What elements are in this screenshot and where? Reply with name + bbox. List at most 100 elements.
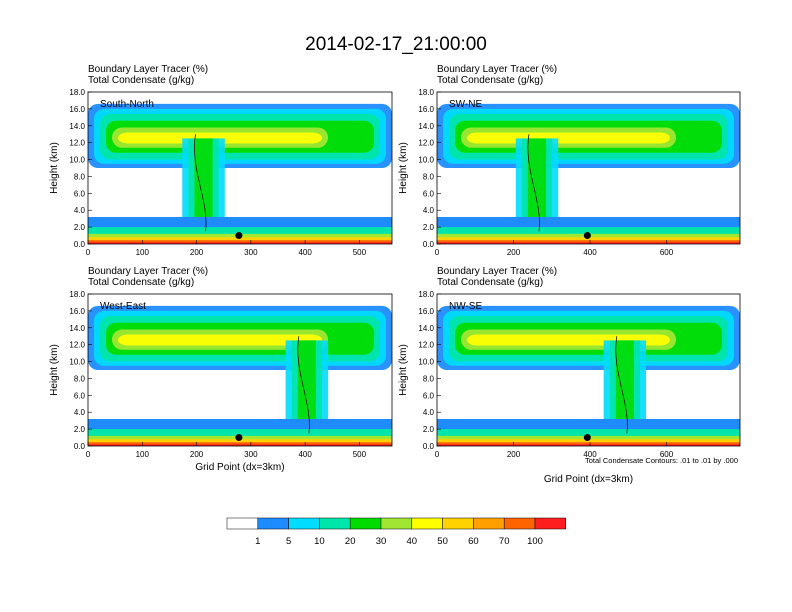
panel-3: 0.0 2.0 4.0 6.0 8.0 10.0 12.0 14.0 16.0 18.0 0 200 4…: [398, 266, 741, 485]
panel-label: NW-SE: [449, 301, 482, 312]
y-tick-label: 12.0: [418, 341, 434, 350]
y-tick-label: 4.0: [74, 206, 86, 215]
y-tick-label: 2.0: [423, 223, 435, 232]
heatmap-field: [437, 92, 740, 244]
x-tick-label: 200: [190, 450, 204, 459]
colorbar-label: 100: [527, 536, 543, 547]
y-tick-label: 12.0: [69, 139, 85, 148]
x-tick-label: 100: [136, 248, 150, 257]
contour-note: Total Condensate Contours: .01 to .01 by…: [585, 456, 738, 465]
y-tick-label: 4.0: [423, 206, 435, 215]
colorbar-swatch: [226, 517, 259, 530]
y-axis-label: Height (km): [49, 142, 60, 194]
y-tick-label: 8.0: [423, 172, 435, 181]
colorbar-label: 10: [314, 536, 325, 547]
x-tick-label: 200: [507, 248, 521, 257]
x-tick-label: 0: [435, 248, 440, 257]
panel-header-line1: Boundary Layer Tracer (%): [437, 266, 557, 277]
x-tick-label: 500: [353, 450, 367, 459]
x-tick-label: 300: [244, 450, 258, 459]
x-tick-label: 600: [660, 450, 674, 459]
colorbar-label: 40: [407, 536, 418, 547]
colorbar-swatch: [534, 517, 567, 530]
x-tick-label: 200: [507, 450, 521, 459]
heatmap-field: [88, 294, 392, 446]
y-tick-label: 4.0: [423, 408, 435, 417]
y-tick-label: 14.0: [418, 122, 434, 131]
y-axis-label: Height (km): [49, 344, 60, 396]
x-tick-label: 400: [583, 450, 597, 459]
y-tick-label: 14.0: [418, 324, 434, 333]
colorbar-label: 30: [376, 536, 387, 547]
panel-header-line1: Boundary Layer Tracer (%): [88, 266, 208, 277]
x-tick-label: 300: [244, 248, 258, 257]
panel-label: SW-NE: [449, 99, 482, 110]
y-tick-label: 12.0: [69, 341, 85, 350]
y-axis-label: Height (km): [398, 344, 409, 396]
x-tick-label: 0: [435, 450, 440, 459]
y-tick-label: 0.0: [74, 442, 86, 451]
colorbar-label: 1: [255, 536, 260, 547]
y-tick-label: 14.0: [69, 122, 85, 131]
y-tick-label: 2.0: [74, 425, 86, 434]
y-tick-label: 0.0: [423, 442, 435, 451]
y-tick-label: 10.0: [69, 358, 85, 367]
figure-title: 2014-02-17_21:00:00: [305, 34, 487, 55]
y-tick-label: 10.0: [418, 156, 434, 165]
y-tick-label: 6.0: [74, 189, 86, 198]
y-tick-label: 10.0: [418, 358, 434, 367]
colorbar-swatch: [503, 517, 536, 530]
y-tick-label: 16.0: [69, 307, 85, 316]
colorbar-label: 5: [286, 536, 291, 547]
colorbar-swatch: [319, 517, 351, 530]
colorbar-swatch: [349, 517, 382, 530]
y-tick-label: 16.0: [418, 307, 434, 316]
colorbar-swatch: [411, 517, 443, 530]
location-marker: [235, 434, 243, 442]
colorbar: 1 5 10 20 30 40 50 60 70 100: [226, 517, 567, 547]
colorbar-swatch: [380, 517, 413, 530]
y-tick-label: 2.0: [74, 223, 86, 232]
y-tick-label: 8.0: [423, 374, 435, 383]
panel-header-line2: Total Condensate (g/kg): [437, 277, 543, 288]
y-tick-label: 6.0: [423, 391, 435, 400]
panel-header-line1: Boundary Layer Tracer (%): [437, 64, 557, 75]
y-tick-label: 18.0: [69, 88, 85, 97]
x-tick-label: 500: [353, 248, 367, 257]
y-tick-label: 18.0: [418, 88, 434, 97]
panel-1: 0.0 2.0 4.0 6.0 8.0 10.0 12.0 14.0 16.0 18.0 0 200 4…: [398, 64, 741, 257]
y-tick-label: 6.0: [74, 391, 86, 400]
x-tick-label: 400: [298, 450, 312, 459]
colorbar-swatch: [257, 517, 289, 530]
location-marker: [583, 434, 591, 442]
y-tick-label: 8.0: [74, 172, 86, 181]
y-axis-label: Height (km): [398, 142, 409, 194]
x-axis-label: Grid Point (dx=3km): [195, 462, 284, 473]
location-marker: [583, 232, 591, 240]
x-tick-label: 400: [298, 248, 312, 257]
panel-header-line1: Boundary Layer Tracer (%): [88, 64, 208, 75]
heatmap-field: [437, 294, 740, 446]
y-tick-label: 16.0: [418, 105, 434, 114]
colorbar-label: 50: [437, 536, 448, 547]
x-tick-label: 400: [583, 248, 597, 257]
panels: 0.0 2.0 4.0 6.0 8.0 10.0 12.0 14.0 16.0 18.0 0 100 2…: [49, 64, 741, 485]
panel-label: South-North: [100, 99, 154, 110]
y-tick-label: 12.0: [418, 139, 434, 148]
y-tick-label: 6.0: [423, 189, 435, 198]
y-tick-label: 4.0: [74, 408, 86, 417]
y-tick-label: 18.0: [69, 290, 85, 299]
y-tick-label: 2.0: [423, 425, 435, 434]
y-tick-label: 14.0: [69, 324, 85, 333]
y-tick-label: 0.0: [74, 240, 86, 249]
colorbar-swatch: [473, 517, 505, 530]
panel-2: 0.0 2.0 4.0 6.0 8.0 10.0 12.0 14.0 16.0 18.0 0 100 2…: [49, 266, 393, 473]
panel-label: West-East: [100, 301, 146, 312]
location-marker: [235, 232, 243, 240]
panel-header-line2: Total Condensate (g/kg): [437, 75, 543, 86]
heatmap-field: [88, 92, 392, 244]
x-tick-label: 0: [86, 450, 91, 459]
panel-0: 0.0 2.0 4.0 6.0 8.0 10.0 12.0 14.0 16.0 18.0 0 100 2…: [49, 64, 393, 257]
y-tick-label: 10.0: [69, 156, 85, 165]
